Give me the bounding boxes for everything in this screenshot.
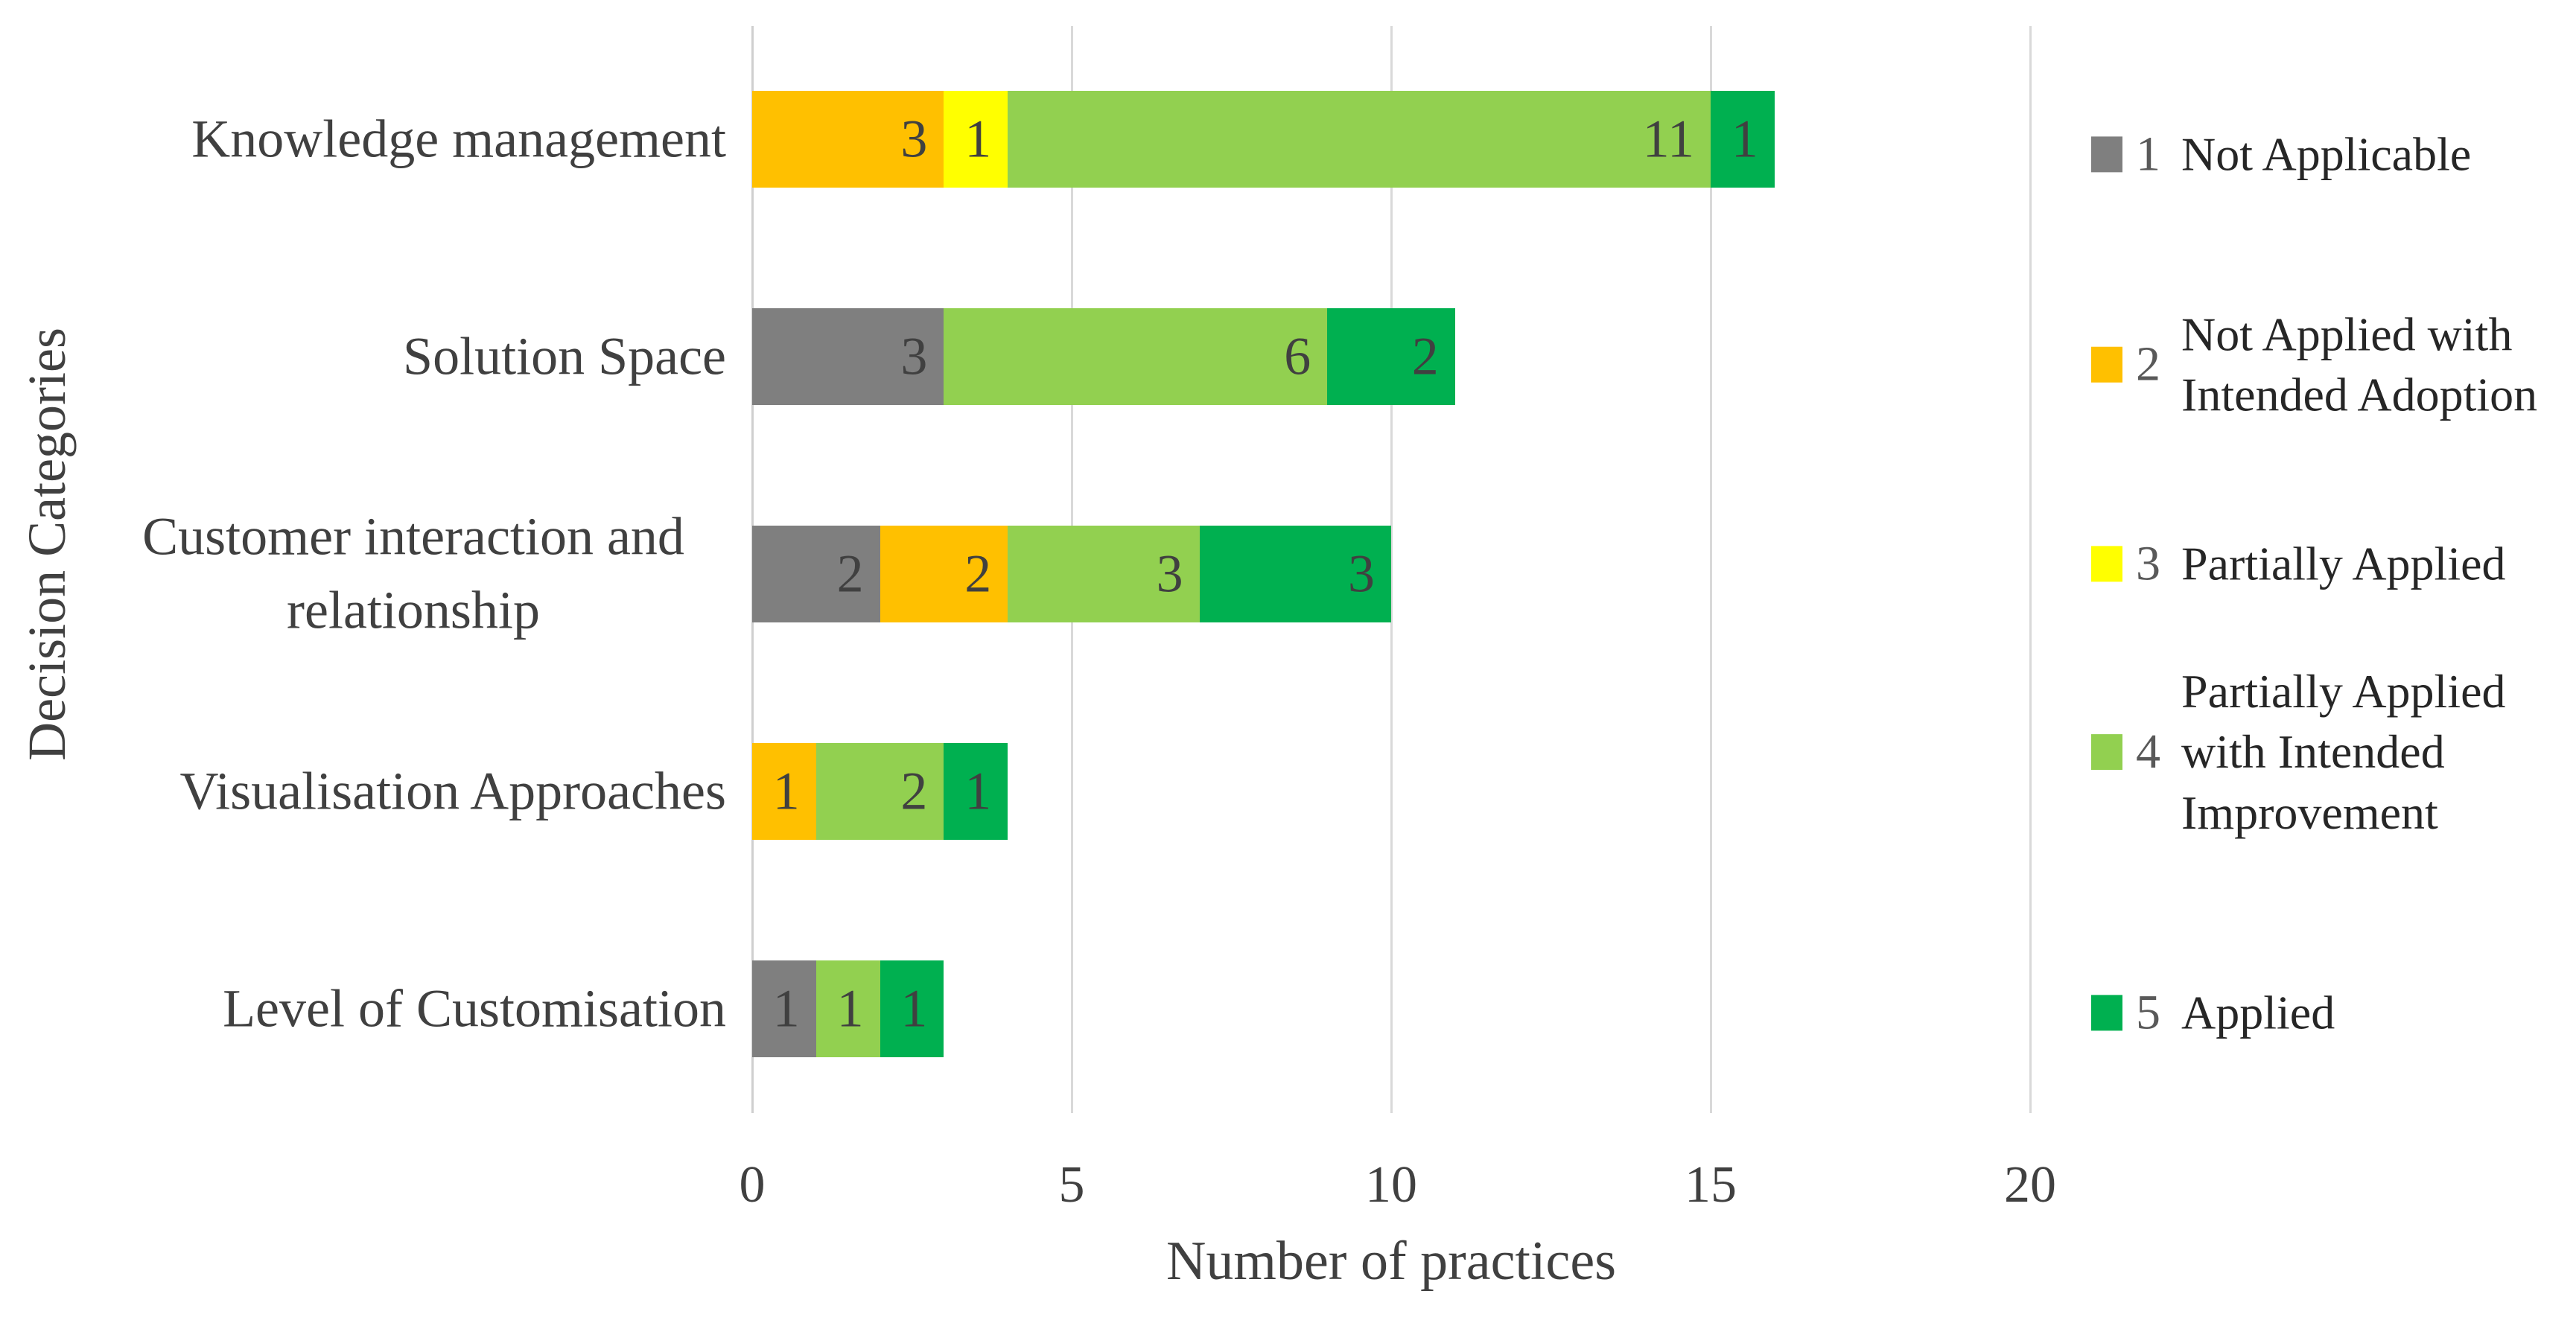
bar-segment-value: 3 [900,109,928,169]
bar-segment-value: 1 [964,109,992,169]
bar-segment-series-4: 11 [1008,91,1711,188]
bar-segment-series-5: 2 [1327,308,1455,405]
x-tick-label: 20 [2004,1156,2056,1214]
bar-segment-value: 2 [900,761,928,821]
bar-segment-series-1: 2 [752,526,880,622]
legend-swatch-icon [2091,545,2122,581]
bar-segment-value: 1 [772,978,800,1039]
legend-item-5: 5 Applied [2091,982,2335,1042]
bar-segment-series-1: 3 [752,308,944,405]
bar-segment-value: 11 [1642,109,1694,169]
bar-segment-series-4: 3 [1008,526,1200,622]
legend-item-label: Applied [2181,986,2335,1039]
legend-swatch-icon [2091,136,2122,172]
bar-segment-series-4: 2 [815,743,944,840]
bar-row: 3 6 2 [752,308,1455,405]
legend-item-number: 1 [2136,126,2160,181]
legend-item-number: 3 [2136,535,2160,590]
bar-segment-series-5: 3 [1199,526,1391,622]
bar-row: 2 2 3 3 [752,526,1391,622]
bar-segment-series-5: 1 [880,960,944,1057]
bar-segment-series-1: 1 [752,960,816,1057]
bar-segment-value: 1 [772,761,800,821]
bar-segment-value: 1 [964,761,992,821]
category-label: Knowledge management [191,109,726,169]
x-tick-label: 0 [739,1156,766,1214]
bar-segment-value: 1 [900,978,928,1039]
legend-item-label: Not Applied with Intended Adoption [2181,307,2538,421]
bar-segment-value: 2 [964,544,992,604]
bar-segment-value: 1 [1731,109,1758,169]
bar-segment-series-3: 1 [944,91,1008,188]
legend-item-label: Partially Applied with Intended Improvem… [2181,665,2506,839]
x-axis-title: Number of practices [1165,1231,1617,1292]
legend-item-label: Partially Applied [2181,537,2506,590]
bar-segment-value: 2 [836,544,864,604]
category-label: Level of Customisation [223,978,726,1039]
x-tick-label: 10 [1365,1156,1417,1214]
legend-item-2: 2 Not Applied with Intended Adoption [2091,305,2576,426]
bar-segment-value: 1 [836,978,864,1039]
gridline-x-10 [1390,26,1393,1113]
bar-segment-series-5: 1 [944,743,1008,840]
plot-area: 3 1 11 1 3 6 2 2 2 3 3 1 2 1 1 1 1 [751,26,2032,1113]
legend-swatch-icon [2091,733,2122,770]
legend-swatch-icon [2091,994,2122,1030]
category-label: Visualisation Approaches [179,761,726,821]
legend-item-number: 4 [2136,724,2160,779]
category-label: Solution Space [403,326,726,386]
bar-row: 3 1 11 1 [752,91,1775,188]
legend-swatch-icon [2091,347,2122,383]
category-label: Customer interaction and relationship [142,506,684,640]
bar-segment-value: 2 [1411,326,1439,386]
legend-item-number: 5 [2136,984,2160,1039]
y-axis-title: Decision Categories [17,328,77,761]
legend-item-4: 4 Partially Applied with Intended Improve… [2091,661,2576,843]
gridline-x-20 [2029,26,2032,1113]
legend-item-1: 1 Not Applicable [2091,124,2471,184]
x-tick-label: 5 [1058,1156,1085,1214]
bar-segment-value: 3 [1156,544,1183,604]
bar-segment-value: 3 [900,326,928,386]
bar-segment-value: 6 [1284,326,1311,386]
gridline-x-15 [1709,26,1712,1113]
bar-segment-series-2: 1 [752,743,816,840]
bar-segment-value: 3 [1347,544,1375,604]
bar-segment-series-4: 1 [815,960,880,1057]
legend-item-number: 2 [2136,337,2160,392]
bar-segment-series-5: 1 [1710,91,1775,188]
bar-segment-series-4: 6 [944,308,1328,405]
legend-item-label: Not Applicable [2181,127,2472,181]
x-tick-label: 15 [1685,1156,1737,1214]
bar-segment-series-2: 2 [880,526,1008,622]
bar-segment-series-2: 3 [752,91,944,188]
legend-item-3: 3 Partially Applied [2091,533,2506,593]
